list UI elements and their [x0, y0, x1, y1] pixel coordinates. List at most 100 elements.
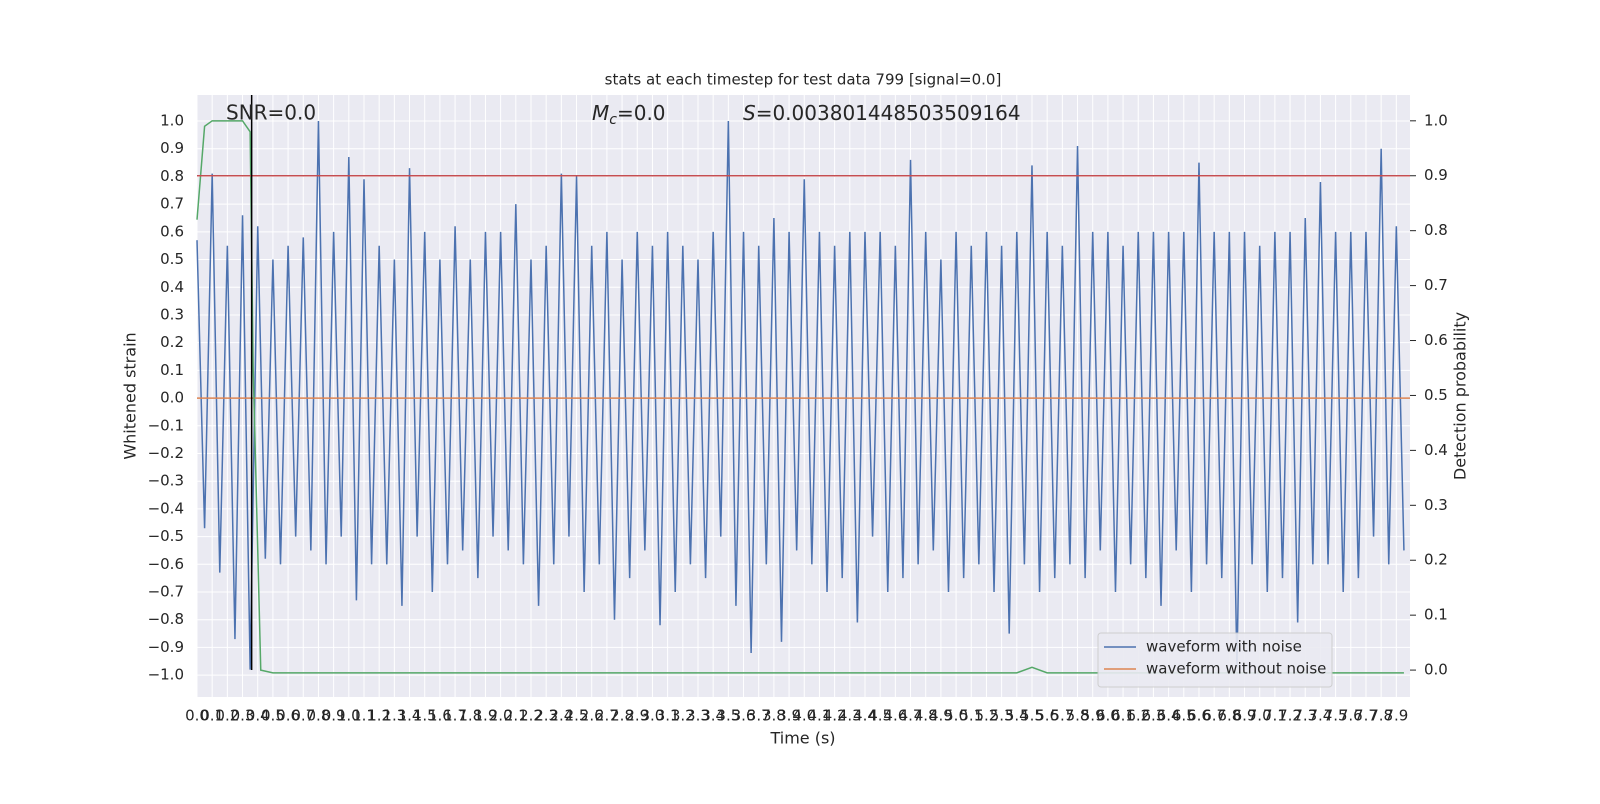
x-tick-label: 0.6 — [276, 707, 300, 725]
legend: waveform with noise waveform without nois… — [1097, 632, 1333, 688]
y2-tick-label: 0.0 — [1424, 661, 1448, 679]
x-tick-label: 4.6 — [883, 707, 907, 725]
x-tick-label: 5.4 — [1005, 707, 1029, 725]
x-tick-label: 2.2 — [519, 707, 543, 725]
x-tick-label: 1.1 — [352, 707, 376, 725]
x-tick-label: 4.3 — [838, 707, 862, 725]
y2-tick-label: 0.8 — [1424, 221, 1448, 239]
y2-tick-label: 1.0 — [1424, 111, 1448, 129]
y2-axis-label: Detection probability — [1451, 312, 1470, 480]
x-tick-label: 4.8 — [914, 707, 938, 725]
x-tick-label: 7.5 — [1324, 707, 1348, 725]
x-tick-label: 0.4 — [246, 707, 270, 725]
x-tick-label: 5.9 — [1081, 707, 1105, 725]
y-tick-label: 0.4 — [160, 278, 184, 296]
legend-label: waveform without noise — [1146, 660, 1326, 678]
y-tick-label: 0.5 — [160, 250, 184, 268]
x-tick-label: 4.4 — [853, 707, 877, 725]
x-tick-label: 6.6 — [1187, 707, 1211, 725]
y2-tick-label: 0.7 — [1424, 276, 1448, 294]
annotation: =0.0 — [617, 101, 666, 125]
y-tick-label: 0.1 — [160, 361, 184, 379]
x-tick-label: 4.2 — [823, 707, 847, 725]
y2-tick-label: 0.1 — [1424, 606, 1448, 624]
x-tick-label: 7.9 — [1384, 707, 1408, 725]
x-tick-label: 5.2 — [975, 707, 999, 725]
x-tick-label: 4.7 — [899, 707, 923, 725]
x-tick-label: 3.5 — [716, 707, 740, 725]
y-tick-label: 0.2 — [160, 333, 184, 351]
series-line — [196, 120, 1404, 674]
annotation: Mc=0.0 — [592, 101, 666, 129]
x-tick-label: 7.0 — [1248, 707, 1272, 725]
annotation: c — [609, 112, 617, 128]
y-tick-label: −0.6 — [148, 555, 184, 573]
x-tick-label: 2.5 — [565, 707, 589, 725]
x-tick-label: 2.3 — [534, 707, 558, 725]
y-tick-label: 1.0 — [160, 112, 184, 130]
x-tick-label: 6.5 — [1172, 707, 1196, 725]
x-tick-label: 2.8 — [610, 707, 634, 725]
x-tick-label: 0.8 — [307, 707, 331, 725]
annotation: S — [743, 101, 756, 125]
x-tick-label: 6.2 — [1126, 707, 1150, 725]
y-tick-label: −0.4 — [148, 499, 184, 517]
x-tick-label: 5.8 — [1066, 707, 1090, 725]
x-tick-label: 1.9 — [474, 707, 498, 725]
x-tick-label: 1.3 — [382, 707, 406, 725]
x-tick-label: 5.0 — [944, 707, 968, 725]
x-tick-label: 1.8 — [458, 707, 482, 725]
y-tick-label: −0.3 — [148, 472, 184, 490]
x-tick-label: 0.1 — [200, 707, 224, 725]
x-tick-label: 1.2 — [367, 707, 391, 725]
x-tick-label: 1.5 — [413, 707, 437, 725]
y-tick-label: −0.2 — [148, 444, 184, 462]
y-tick-label: −0.5 — [148, 527, 184, 545]
x-tick-label: 7.4 — [1308, 707, 1332, 725]
x-tick-label: 5.3 — [990, 707, 1014, 725]
y2-tick-label: 0.2 — [1424, 551, 1448, 569]
x-tick-label: 2.1 — [504, 707, 528, 725]
legend-label: waveform with noise — [1146, 638, 1302, 656]
x-tick-label: 6.0 — [1096, 707, 1120, 725]
annotation: S=0.003801448503509164 — [743, 101, 1021, 125]
x-tick-label: 1.7 — [443, 707, 467, 725]
x-axis-label: Time (s) — [769, 729, 835, 748]
x-tick-label: 0.0 — [185, 707, 209, 725]
y-tick-label: 0.0 — [160, 389, 184, 407]
x-tick-label: 7.8 — [1369, 707, 1393, 725]
x-tick-label: 6.1 — [1111, 707, 1135, 725]
y-tick-label: −0.9 — [148, 638, 184, 656]
x-tick-label: 3.3 — [686, 707, 710, 725]
x-tick-label: 0.2 — [215, 707, 239, 725]
y-tick-label: 0.3 — [160, 305, 184, 323]
x-tick-label: 2.4 — [549, 707, 573, 725]
y2-tick-label: 0.9 — [1424, 166, 1448, 184]
x-tick-label: 6.7 — [1202, 707, 1226, 725]
y-tick-label: 0.6 — [160, 222, 184, 240]
y-tick-label: −0.8 — [148, 610, 184, 628]
y-tick-label: 0.7 — [160, 195, 184, 213]
x-tick-label: 2.6 — [580, 707, 604, 725]
y-tick-label: −0.7 — [148, 583, 184, 601]
legend-box — [1097, 632, 1333, 688]
x-tick-label: 7.6 — [1339, 707, 1363, 725]
x-tick-label: 1.0 — [337, 707, 361, 725]
x-tick-label: 0.9 — [322, 707, 346, 725]
y2-tick-label: 0.5 — [1424, 386, 1448, 404]
x-tick-label: 5.6 — [1035, 707, 1059, 725]
x-tick-label: 5.1 — [959, 707, 983, 725]
x-tick-label: 3.9 — [777, 707, 801, 725]
x-tick-label: 6.4 — [1157, 707, 1181, 725]
x-tick-label: 7.7 — [1354, 707, 1378, 725]
x-tick-label: 2.0 — [489, 707, 513, 725]
annotation: M — [592, 101, 609, 125]
x-tick-label: 2.7 — [595, 707, 619, 725]
x-tick-label: 7.1 — [1263, 707, 1287, 725]
x-tick-label: 3.1 — [656, 707, 680, 725]
y-tick-label: −1.0 — [148, 666, 184, 684]
x-tick-label: 3.0 — [641, 707, 665, 725]
y-tick-label: 0.8 — [160, 167, 184, 185]
chart-title: stats at each timestep for test data 799… — [605, 71, 1002, 89]
y-tick-label: 0.9 — [160, 139, 184, 157]
